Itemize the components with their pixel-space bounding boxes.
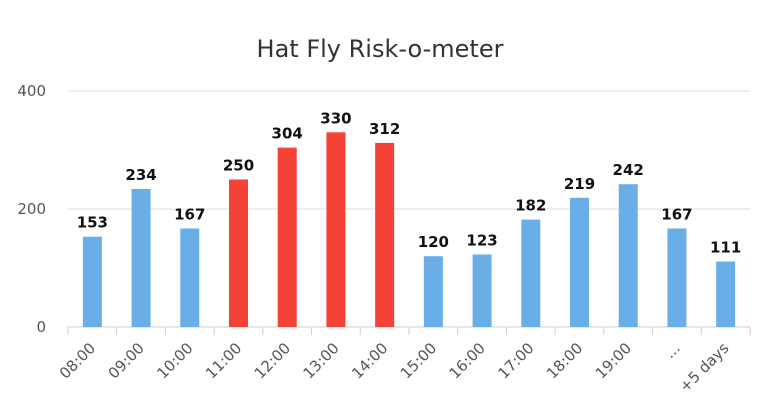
data-label: 167 [661,205,692,223]
bar-7 [423,256,443,327]
data-label: 182 [515,197,546,215]
bar-11 [618,184,638,327]
y-tick-label: 400 [17,82,46,100]
bar-2 [180,228,200,327]
x-tick-label: +5 days [676,339,733,396]
bar-5 [326,132,346,327]
y-tick-label: 200 [17,200,46,218]
x-tick-label: 15:00 [397,339,440,382]
data-label: 312 [369,120,400,138]
data-labels: 153 234 167 250 304 330 312 120 123 182 219 242 167 1… [77,109,742,256]
data-label: 304 [272,125,303,143]
x-axis-ticks: 08:00 09:00 10:00 11:00 12:00 13:00 14:00 15:00… [56,339,733,396]
bar-8 [472,254,492,327]
data-label: 219 [564,175,595,193]
bars [82,132,736,327]
x-tick-label: 11:00 [202,339,245,382]
y-axis-ticks: 0 200 400 [17,82,46,336]
data-label: 153 [77,214,108,232]
x-tick-label: 13:00 [299,339,342,382]
x-tick-label: 12:00 [251,339,294,382]
x-tick-label: 18:00 [543,339,586,382]
x-tick-label: 10:00 [153,339,196,382]
x-tick-label: 14:00 [348,339,391,382]
data-label: 111 [710,239,741,257]
x-tick-label: 09:00 [105,339,148,382]
x-tick-label: 08:00 [56,339,99,382]
bar-10 [570,197,589,327]
bar-9 [521,219,541,327]
bar-13 [716,261,736,327]
data-label: 120 [418,233,449,251]
x-tick-label: 19:00 [592,339,635,382]
data-label: 234 [125,166,156,184]
data-label: 250 [223,157,254,175]
bar-1 [131,188,151,327]
x-tick-label: 17:00 [494,339,537,382]
chart-title: Hat Fly Risk-o-meter [257,35,504,63]
bar-3 [229,179,248,327]
data-label: 123 [466,231,497,249]
data-label: 242 [613,161,644,179]
data-label: 330 [320,109,351,127]
x-tick-label: 16:00 [446,339,489,382]
data-label: 167 [174,205,205,223]
bar-12 [667,228,687,327]
bar-6 [375,142,395,327]
gridlines [67,90,751,335]
y-tick-label: 0 [36,318,46,336]
bar-0 [82,236,102,327]
bar-4 [277,147,297,327]
x-tick-label: ... [661,339,684,362]
